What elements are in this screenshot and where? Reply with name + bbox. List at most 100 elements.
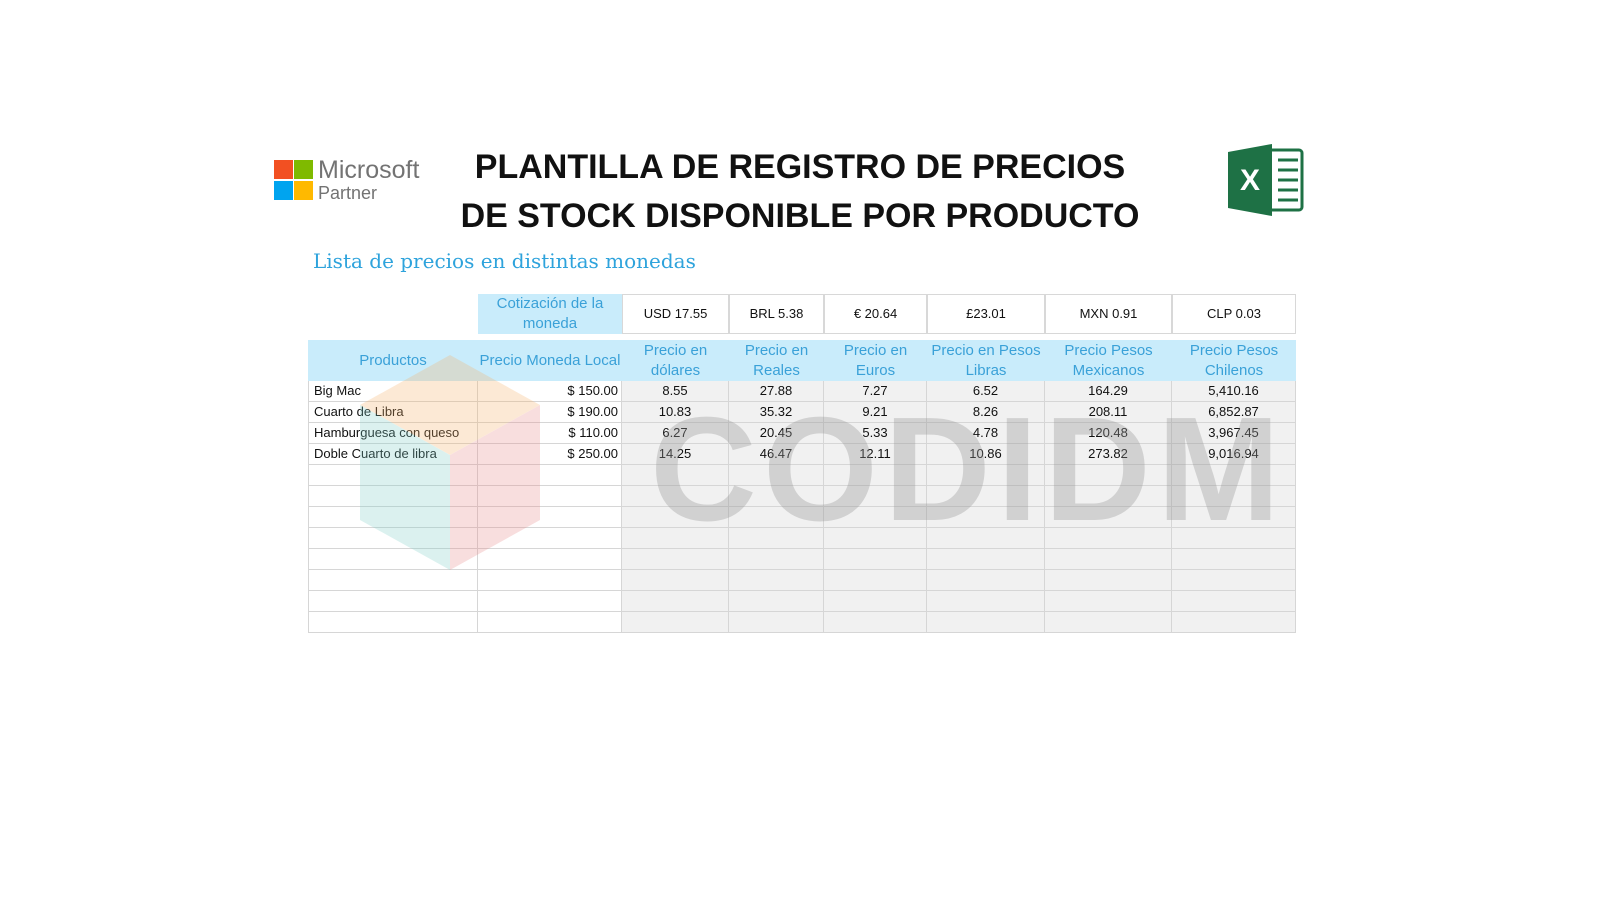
table-cell[interactable]: $ 190.00	[478, 402, 622, 423]
table-cell[interactable]	[308, 486, 478, 507]
table-cell[interactable]: 27.88	[729, 381, 824, 402]
table-cell[interactable]: Cuarto de Libra	[308, 402, 478, 423]
rate-cell[interactable]: MXN 0.91	[1045, 294, 1172, 334]
table-cell[interactable]: 14.25	[622, 444, 729, 465]
column-header[interactable]: Productos	[308, 340, 478, 381]
table-cell[interactable]	[478, 591, 622, 612]
table-cell[interactable]	[824, 612, 927, 633]
table-cell[interactable]	[308, 528, 478, 549]
table-cell[interactable]: 5,410.16	[1172, 381, 1296, 402]
table-cell[interactable]	[622, 465, 729, 486]
table-cell[interactable]	[1172, 549, 1296, 570]
table-cell[interactable]	[622, 528, 729, 549]
table-cell[interactable]	[824, 465, 927, 486]
table-cell[interactable]: 3,967.45	[1172, 423, 1296, 444]
table-cell[interactable]	[622, 507, 729, 528]
table-cell[interactable]	[622, 570, 729, 591]
table-cell[interactable]	[927, 486, 1045, 507]
table-cell[interactable]	[622, 549, 729, 570]
table-cell[interactable]	[1172, 486, 1296, 507]
table-cell[interactable]	[927, 570, 1045, 591]
table-cell[interactable]	[1172, 570, 1296, 591]
table-cell[interactable]	[729, 570, 824, 591]
table-cell[interactable]	[824, 570, 927, 591]
table-cell[interactable]: Doble Cuarto de libra	[308, 444, 478, 465]
table-cell[interactable]	[729, 507, 824, 528]
column-header[interactable]: Precio en dólares	[622, 340, 729, 381]
rate-cell[interactable]: CLP 0.03	[1172, 294, 1296, 334]
column-header[interactable]: Precio en Reales	[729, 340, 824, 381]
table-cell[interactable]	[927, 612, 1045, 633]
table-cell[interactable]	[824, 591, 927, 612]
table-cell[interactable]: 9.21	[824, 402, 927, 423]
table-cell[interactable]: $ 110.00	[478, 423, 622, 444]
table-cell[interactable]: 35.32	[729, 402, 824, 423]
table-cell[interactable]: 10.83	[622, 402, 729, 423]
table-cell[interactable]: 6.27	[622, 423, 729, 444]
table-cell[interactable]	[729, 465, 824, 486]
table-cell[interactable]	[1172, 465, 1296, 486]
table-cell[interactable]	[729, 549, 824, 570]
table-cell[interactable]	[622, 486, 729, 507]
table-cell[interactable]	[622, 612, 729, 633]
table-cell[interactable]: 4.78	[927, 423, 1045, 444]
rate-cell[interactable]: € 20.64	[824, 294, 927, 334]
table-cell[interactable]	[308, 570, 478, 591]
table-cell[interactable]	[1045, 570, 1172, 591]
table-cell[interactable]	[1045, 486, 1172, 507]
table-cell[interactable]: 208.11	[1045, 402, 1172, 423]
table-cell[interactable]	[622, 591, 729, 612]
table-cell[interactable]	[824, 528, 927, 549]
column-header[interactable]: Precio Moneda Local	[478, 340, 622, 381]
table-cell[interactable]: 46.47	[729, 444, 824, 465]
column-header[interactable]: Precio en Euros	[824, 340, 927, 381]
table-cell[interactable]: 5.33	[824, 423, 927, 444]
column-header[interactable]: Precio en Pesos Libras	[927, 340, 1045, 381]
table-cell[interactable]: 8.55	[622, 381, 729, 402]
rate-cell[interactable]: £23.01	[927, 294, 1045, 334]
table-cell[interactable]	[478, 528, 622, 549]
rate-cell[interactable]: BRL 5.38	[729, 294, 824, 334]
table-cell[interactable]: 273.82	[1045, 444, 1172, 465]
table-cell[interactable]	[478, 549, 622, 570]
table-cell[interactable]	[308, 549, 478, 570]
table-cell[interactable]	[478, 570, 622, 591]
table-cell[interactable]: 7.27	[824, 381, 927, 402]
table-cell[interactable]: 164.29	[1045, 381, 1172, 402]
table-cell[interactable]	[927, 528, 1045, 549]
table-cell[interactable]	[729, 486, 824, 507]
table-cell[interactable]	[1172, 612, 1296, 633]
table-cell[interactable]	[478, 465, 622, 486]
table-cell[interactable]	[1045, 465, 1172, 486]
table-cell[interactable]	[729, 612, 824, 633]
rate-cell[interactable]: USD 17.55	[622, 294, 729, 334]
table-cell[interactable]: 9,016.94	[1172, 444, 1296, 465]
table-cell[interactable]	[824, 486, 927, 507]
table-cell[interactable]	[1172, 507, 1296, 528]
table-cell[interactable]	[927, 465, 1045, 486]
table-cell[interactable]	[1045, 507, 1172, 528]
table-cell[interactable]	[1045, 591, 1172, 612]
table-cell[interactable]	[729, 591, 824, 612]
table-cell[interactable]	[308, 612, 478, 633]
table-cell[interactable]	[729, 528, 824, 549]
table-cell[interactable]	[927, 591, 1045, 612]
table-cell[interactable]: 6,852.87	[1172, 402, 1296, 423]
table-cell[interactable]: $ 150.00	[478, 381, 622, 402]
table-cell[interactable]	[824, 549, 927, 570]
table-cell[interactable]	[927, 549, 1045, 570]
table-cell[interactable]	[1172, 591, 1296, 612]
table-cell[interactable]: 12.11	[824, 444, 927, 465]
table-cell[interactable]	[927, 507, 1045, 528]
rate-label[interactable]: Cotización de la moneda	[478, 294, 622, 334]
table-cell[interactable]: Hamburguesa con queso	[308, 423, 478, 444]
table-cell[interactable]: 10.86	[927, 444, 1045, 465]
table-cell[interactable]	[308, 465, 478, 486]
table-cell[interactable]	[1045, 612, 1172, 633]
table-cell[interactable]: 120.48	[1045, 423, 1172, 444]
table-cell[interactable]	[308, 591, 478, 612]
table-cell[interactable]	[478, 507, 622, 528]
table-cell[interactable]: Big Mac	[308, 381, 478, 402]
table-cell[interactable]	[1045, 528, 1172, 549]
table-cell[interactable]	[1045, 549, 1172, 570]
